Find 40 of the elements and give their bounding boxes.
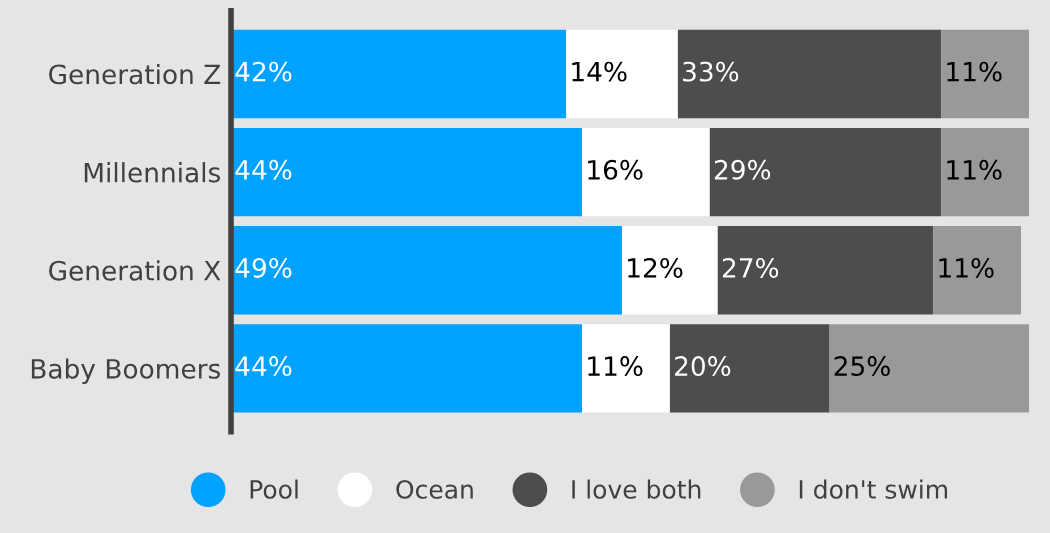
data-label: 44% (235, 356, 292, 377)
data-label: 12% (628, 257, 683, 278)
data-label: 14% (572, 61, 627, 82)
data-label: 11% (939, 257, 994, 278)
bar (231, 226, 623, 315)
data-label: 11% (588, 356, 643, 377)
data-label: 42% (235, 61, 292, 82)
bar (582, 324, 670, 413)
y-tick-label: Baby Boomers (31, 358, 220, 384)
bar (941, 29, 1029, 119)
bar (566, 29, 678, 119)
legend-label: I love both (572, 479, 701, 499)
data-label: 49% (235, 257, 292, 278)
legend-label: Ocean (396, 479, 473, 499)
data-label: 33% (683, 61, 739, 82)
bar (933, 226, 1022, 315)
bar (582, 127, 710, 217)
bar (622, 226, 718, 315)
bar (941, 127, 1029, 217)
bar (709, 127, 942, 217)
data-label: 44% (235, 159, 292, 180)
bar (669, 324, 830, 413)
y-tick-label: Generation X (49, 260, 221, 281)
data-label: 25% (834, 356, 890, 377)
data-label: 27% (722, 257, 779, 278)
bar (829, 324, 1029, 413)
data-label: 16% (588, 159, 643, 180)
bar (231, 127, 583, 217)
bar (231, 324, 583, 413)
y-tick-label: Millennials (84, 162, 220, 183)
y-tick-label: Generation Z (49, 63, 221, 85)
bar (677, 29, 942, 119)
bar (717, 226, 934, 315)
data-label: 20% (675, 356, 731, 377)
legend-label: Pool (250, 479, 298, 499)
bar (231, 29, 567, 119)
legend-label: I don't swim (799, 479, 947, 499)
data-label: 29% (714, 159, 771, 180)
data-label: 11% (947, 159, 1002, 180)
data-label: 11% (947, 61, 1002, 82)
